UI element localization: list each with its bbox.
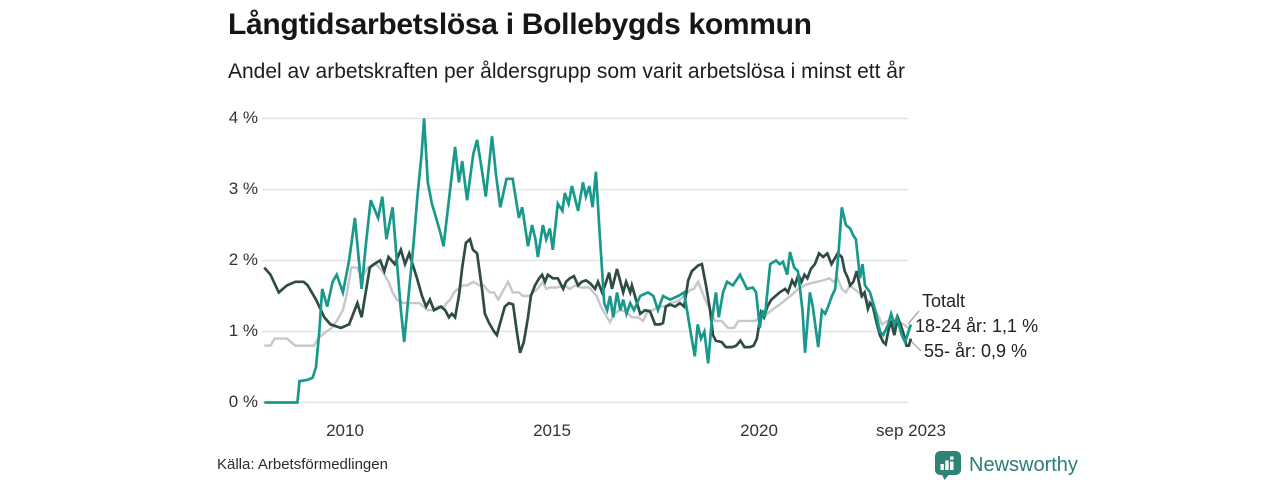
page-title: Långtidsarbetslösa i Bollebygds kommun: [228, 8, 812, 41]
chart-subtitle: Andel av arbetskraften per åldersgrupp s…: [228, 60, 905, 83]
y-tick-2: 2 %: [228, 250, 258, 269]
end-label-18-24: 18-24 år: 1,1 %: [915, 316, 1039, 336]
leader-line-totalt: [907, 310, 920, 325]
leader-line-55: [909, 339, 922, 352]
brand-name: Newsworthy: [969, 453, 1078, 476]
x-tick-2020: 2020: [740, 421, 778, 440]
y-tick-0: 0 %: [228, 392, 258, 411]
series-line-totalt: [264, 262, 911, 347]
newsworthy-brand: Newsworthy: [934, 450, 1078, 480]
x-tick-sep-2023: sep 2023: [876, 421, 946, 440]
y-tick-1: 1 %: [228, 321, 258, 340]
end-label-totalt: Totalt: [922, 291, 966, 311]
x-tick-2015: 2015: [533, 421, 571, 440]
end-label-55: 55- år: 0,9 %: [924, 341, 1028, 361]
y-tick-3: 3 %: [228, 179, 258, 198]
series-line-55-ar: [263, 236, 913, 354]
source-note: Källa: Arbetsförmedlingen: [217, 456, 388, 473]
y-tick-4: 4 %: [228, 108, 258, 127]
newsworthy-logo-icon: [935, 451, 961, 480]
series-line-18-24-ar: [264, 118, 913, 404]
x-tick-2010: 2010: [326, 421, 364, 440]
